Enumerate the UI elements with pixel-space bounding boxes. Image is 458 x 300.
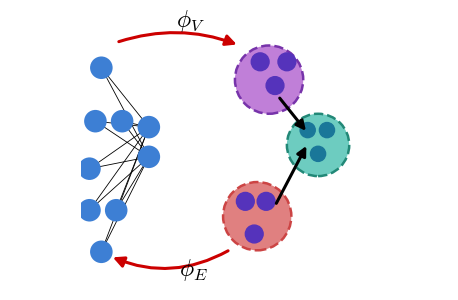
Circle shape — [137, 146, 160, 168]
Text: $\phi_V$: $\phi_V$ — [176, 8, 205, 34]
Circle shape — [257, 192, 275, 210]
Circle shape — [235, 46, 303, 114]
Circle shape — [90, 241, 113, 263]
Circle shape — [236, 192, 254, 210]
Circle shape — [300, 122, 315, 138]
Circle shape — [287, 114, 349, 176]
Circle shape — [137, 116, 160, 138]
Circle shape — [319, 122, 334, 138]
Circle shape — [251, 53, 269, 71]
Circle shape — [266, 77, 284, 94]
Circle shape — [105, 199, 127, 221]
Circle shape — [90, 56, 113, 79]
Circle shape — [245, 225, 263, 243]
Circle shape — [278, 53, 296, 71]
Circle shape — [78, 199, 101, 221]
Circle shape — [78, 158, 101, 180]
Circle shape — [84, 110, 107, 133]
Circle shape — [223, 182, 291, 250]
Circle shape — [111, 110, 133, 133]
Text: $\phi_E$: $\phi_E$ — [179, 257, 208, 283]
Circle shape — [311, 146, 326, 161]
